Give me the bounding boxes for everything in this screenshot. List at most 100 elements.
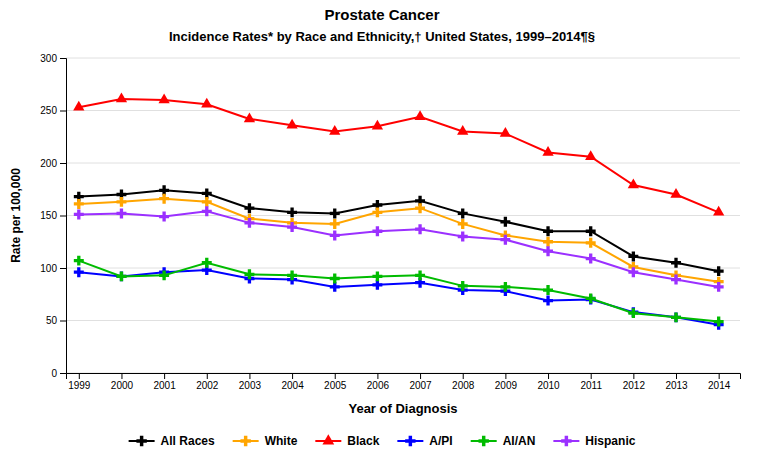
point bbox=[458, 219, 468, 229]
legend-label: Hispanic bbox=[585, 434, 635, 448]
point bbox=[415, 224, 425, 234]
x-tick-mark bbox=[676, 373, 677, 379]
x-tick: 2009 bbox=[495, 373, 518, 391]
y-axis-title: Rate per 100,000 bbox=[9, 168, 23, 263]
x-tick: 2013 bbox=[665, 373, 688, 391]
point bbox=[244, 112, 255, 122]
y-tick-mark bbox=[60, 111, 66, 112]
x-tick-label: 2002 bbox=[196, 380, 219, 391]
x-tick: 2007 bbox=[409, 373, 432, 391]
y-tick: 200 bbox=[40, 158, 66, 169]
point bbox=[159, 194, 169, 204]
x-tick-label: 2007 bbox=[409, 380, 432, 391]
legend-label: A/PI bbox=[429, 434, 452, 448]
series-line bbox=[79, 99, 719, 212]
series bbox=[74, 256, 724, 327]
chart: Prostate Cancer Incidence Rates* by Race … bbox=[0, 0, 764, 461]
x-tick-label: 2011 bbox=[580, 380, 602, 391]
point bbox=[372, 207, 382, 217]
x-tick: 2001 bbox=[153, 373, 176, 391]
x-tick-mark bbox=[249, 373, 250, 379]
y-tick-mark bbox=[60, 373, 66, 374]
legend-label: White bbox=[265, 434, 298, 448]
legend-item: A/PI bbox=[397, 434, 452, 448]
y-tick: 100 bbox=[40, 263, 66, 274]
legend-item: All Races bbox=[129, 434, 215, 448]
point bbox=[415, 203, 425, 213]
point bbox=[586, 238, 596, 248]
legend-item: White bbox=[233, 434, 298, 448]
y-tick-label: 100 bbox=[40, 263, 57, 274]
x-tick: 2012 bbox=[623, 373, 646, 391]
point bbox=[714, 317, 724, 327]
point bbox=[74, 199, 84, 209]
x-tick-label: 2012 bbox=[623, 380, 646, 391]
point bbox=[202, 197, 212, 207]
x-tick: 2008 bbox=[452, 373, 475, 391]
point bbox=[586, 226, 596, 236]
point bbox=[543, 285, 553, 295]
x-tick: 2000 bbox=[111, 373, 134, 391]
point bbox=[116, 92, 127, 102]
legend-marker bbox=[240, 436, 250, 446]
point bbox=[500, 127, 511, 137]
x-tick-label: 1999 bbox=[68, 380, 91, 391]
x-tick-mark bbox=[79, 373, 80, 379]
x-tick-mark bbox=[335, 373, 336, 379]
x-tick-mark bbox=[420, 373, 421, 379]
x-tick-label: 2000 bbox=[111, 380, 134, 391]
legend-marker bbox=[561, 436, 571, 446]
x-tick-mark bbox=[207, 373, 208, 379]
legend-marker bbox=[478, 436, 488, 446]
x-tick-label: 2004 bbox=[281, 380, 304, 391]
x-tick: 2014 bbox=[708, 373, 731, 391]
grid bbox=[66, 58, 740, 373]
title: Prostate Cancer bbox=[324, 6, 439, 23]
series bbox=[74, 265, 724, 330]
plot: 1999200020012002200320042005200620072008… bbox=[40, 53, 740, 391]
point bbox=[542, 146, 553, 156]
point bbox=[286, 119, 297, 129]
x-tick: 2006 bbox=[367, 373, 390, 391]
y-tick-label: 50 bbox=[46, 315, 58, 326]
x-tick-label: 2010 bbox=[537, 380, 560, 391]
legend-item: Black bbox=[315, 434, 379, 448]
y-tick: 0 bbox=[51, 368, 66, 379]
point bbox=[74, 209, 84, 219]
y-tick-mark bbox=[60, 268, 66, 269]
point bbox=[201, 98, 212, 108]
x-tick-label: 2013 bbox=[665, 380, 688, 391]
point bbox=[244, 203, 254, 213]
grid-line bbox=[66, 320, 740, 321]
point bbox=[287, 222, 297, 232]
y-tick-mark bbox=[60, 58, 66, 59]
legend-marker bbox=[405, 436, 415, 446]
x-axis-line bbox=[67, 374, 741, 380]
x-tick: 2004 bbox=[281, 373, 304, 391]
x-tick: 2010 bbox=[537, 373, 560, 391]
grid-line bbox=[66, 58, 740, 59]
point bbox=[202, 206, 212, 216]
point bbox=[543, 237, 553, 247]
point bbox=[670, 188, 681, 198]
subtitle: Incidence Rates* by Race and Ethnicity,†… bbox=[169, 29, 595, 44]
x-tick-mark bbox=[505, 373, 506, 379]
y-tick-label: 200 bbox=[40, 158, 57, 169]
x-axis-title: Year of Diagnosis bbox=[348, 401, 457, 416]
point bbox=[714, 266, 724, 276]
point bbox=[244, 269, 254, 279]
point bbox=[74, 256, 84, 266]
y-tick-label: 300 bbox=[40, 53, 57, 64]
x-axis: 1999200020012002200320042005200620072008… bbox=[67, 373, 741, 391]
series-line bbox=[79, 270, 719, 325]
y-tick: 150 bbox=[40, 210, 66, 221]
point bbox=[116, 271, 126, 281]
point bbox=[586, 254, 596, 264]
x-tick-label: 2006 bbox=[367, 380, 390, 391]
point bbox=[543, 226, 553, 236]
x-tick-mark bbox=[164, 373, 165, 379]
legend-label: All Races bbox=[161, 434, 215, 448]
point bbox=[202, 258, 212, 268]
point bbox=[628, 179, 639, 189]
point bbox=[372, 120, 383, 130]
